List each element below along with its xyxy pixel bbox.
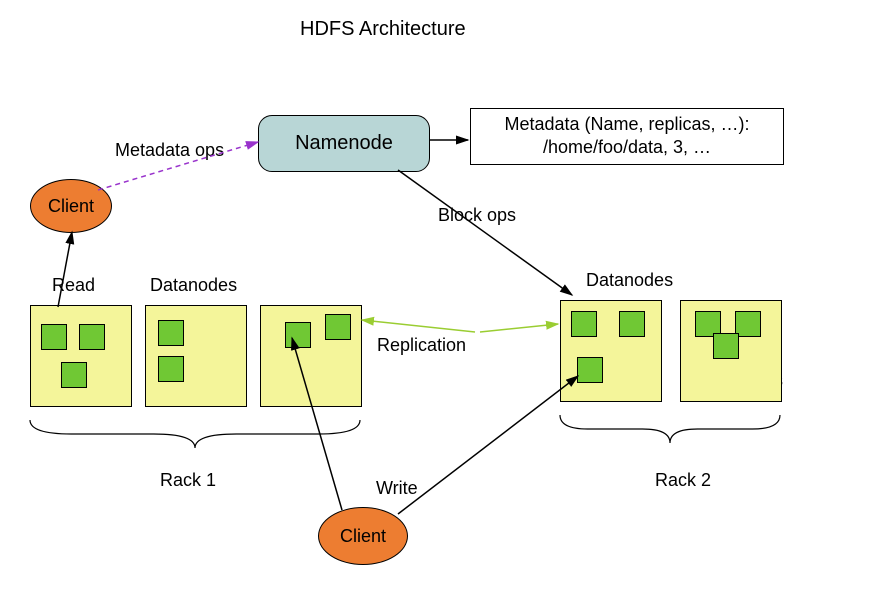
block-1-2 [79,324,105,350]
block-3-2 [325,314,351,340]
metadata-line1: Metadata (Name, replicas, …): [477,113,777,136]
metadata-line2: /home/foo/data, 3, … [477,136,777,159]
metadata-ops-label: Metadata ops [115,140,224,161]
block-1-1 [41,324,67,350]
block-4-3 [577,357,603,383]
read-label: Read [52,275,95,296]
diagram-title: HDFS Architecture [300,18,466,41]
block-1-3 [61,362,87,388]
write-arrow-right [398,376,578,514]
datanode-1 [30,305,132,407]
replication-arrow-left [362,320,475,332]
metadata-box: Metadata (Name, replicas, …): /home/foo/… [470,108,784,165]
rack2-label: Rack 2 [655,470,711,491]
client-bottom-label: Client [340,526,386,547]
brace-rack2 [560,415,780,443]
namenode-label: Namenode [295,132,393,155]
block-2-1 [158,320,184,346]
block-2-2 [158,356,184,382]
namenode-box: Namenode [258,115,430,172]
block-ops-label: Block ops [438,205,516,226]
rack1-label: Rack 1 [160,470,216,491]
datanode-5 [680,300,782,402]
block-3-1 [285,322,311,348]
block-4-2 [619,311,645,337]
client-bottom: Client [318,507,408,565]
replication-label: Replication [377,335,466,356]
block-5-3 [713,333,739,359]
datanode-3 [260,305,362,407]
datanodes-left-label: Datanodes [150,275,237,296]
block-4-1 [571,311,597,337]
brace-rack1 [30,420,360,448]
replication-arrow-right [480,324,558,332]
datanode-4 [560,300,662,402]
datanodes-right-label: Datanodes [586,270,673,291]
datanode-2 [145,305,247,407]
client-left: Client [30,179,112,233]
client-left-label: Client [48,196,94,217]
write-label: Write [376,478,418,499]
block-ops-arrow [398,170,572,295]
